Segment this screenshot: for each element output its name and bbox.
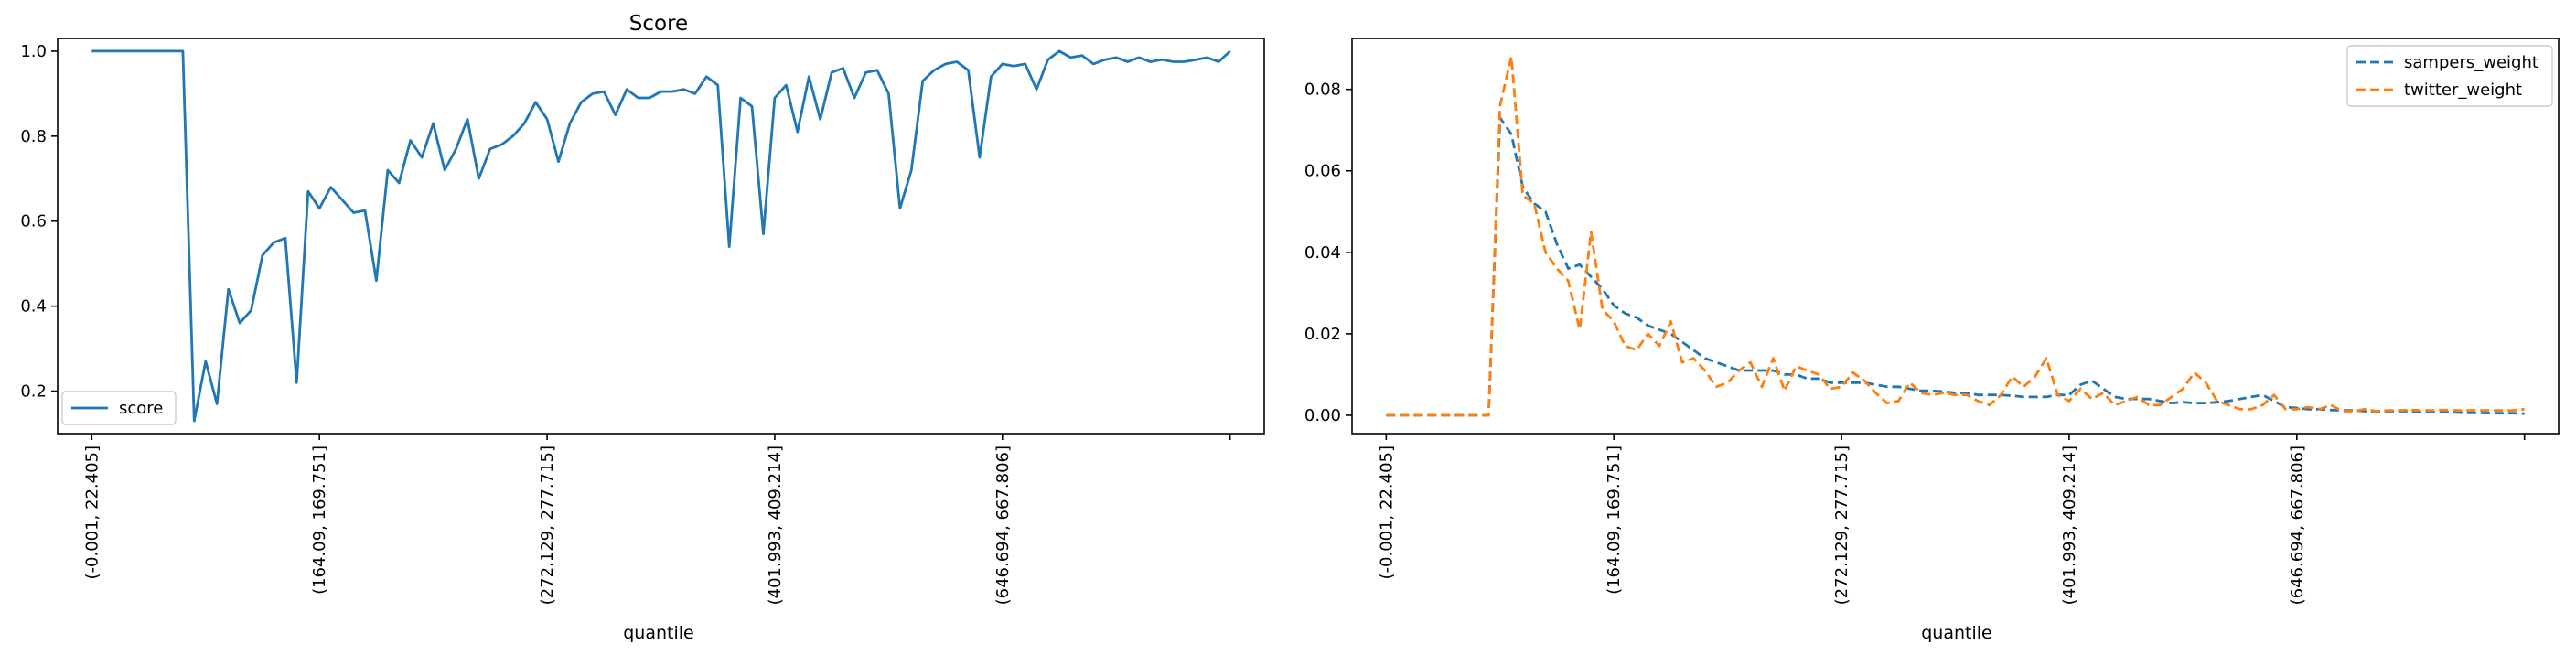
x-tick-label: (401.993, 409.214] bbox=[2060, 446, 2079, 605]
score-chart: Score 0.2 0.4 0.6 0.8 1.0 (-0.001, 22.405] (1… bbox=[20, 12, 1265, 643]
axes-frame bbox=[1351, 38, 2560, 435]
chart-title: Score bbox=[629, 12, 688, 36]
x-tick-label: (272.129, 277.715] bbox=[1832, 446, 1852, 605]
axes-frame bbox=[57, 38, 1265, 435]
y-tick-label: 0.8 bbox=[20, 127, 47, 146]
y-axis: 0.2 0.4 0.6 0.8 1.0 bbox=[20, 42, 58, 402]
legend-label-score: score bbox=[119, 399, 163, 418]
x-tick-label: (-0.001, 22.405] bbox=[82, 446, 102, 580]
x-axis-label: quantile bbox=[1921, 623, 1991, 643]
legend-box bbox=[2346, 45, 2553, 107]
legend-label-sampers-weight: sampers_weight bbox=[2404, 53, 2538, 72]
weights-chart: 0.00 0.02 0.04 0.06 0.08 (-0.001, 22.405] (16… bbox=[1304, 38, 2560, 643]
x-tick-label: (646.694, 667.806] bbox=[2288, 446, 2307, 605]
x-axis: (-0.001, 22.405] (164.09, 169.751] (272.12… bbox=[82, 434, 1231, 605]
x-tick-label: (272.129, 277.715] bbox=[538, 446, 557, 605]
x-tick-label: (-0.001, 22.405] bbox=[1377, 446, 1396, 580]
y-tick-label: 0.06 bbox=[1304, 162, 1341, 181]
x-axis: (-0.001, 22.405] (164.09, 169.751] (272.12… bbox=[1377, 434, 2526, 605]
x-tick-label: (401.993, 409.214] bbox=[766, 446, 785, 605]
series-line-sampers-weight bbox=[1386, 116, 2525, 417]
y-tick-label: 0.02 bbox=[1304, 325, 1341, 344]
x-tick-label: (164.09, 169.751] bbox=[310, 446, 329, 595]
legend-label-twitter-weight: twitter_weight bbox=[2404, 81, 2522, 100]
series-layer bbox=[1386, 55, 2525, 417]
x-axis-label: quantile bbox=[623, 623, 693, 643]
legend-box bbox=[61, 391, 177, 425]
x-tick-label: (646.694, 667.806] bbox=[993, 446, 1013, 605]
y-tick-label: 0.04 bbox=[1304, 243, 1341, 263]
series-line-twitter-weight bbox=[1386, 55, 2525, 417]
y-tick-label: 0.2 bbox=[20, 382, 47, 402]
y-axis: 0.00 0.02 0.04 0.06 0.08 bbox=[1304, 81, 1352, 425]
y-tick-label: 0.08 bbox=[1304, 81, 1341, 100]
x-tick-label: (164.09, 169.751] bbox=[1605, 446, 1624, 595]
series-line-score bbox=[91, 49, 1231, 423]
y-tick-label: 0.6 bbox=[20, 212, 47, 231]
legend: score bbox=[61, 391, 177, 425]
y-tick-label: 1.0 bbox=[20, 42, 47, 61]
series-layer bbox=[91, 49, 1231, 423]
y-tick-label: 0.4 bbox=[20, 297, 47, 317]
legend: sampers_weight twitter_weight bbox=[2346, 45, 2553, 107]
y-tick-label: 0.00 bbox=[1304, 406, 1341, 425]
